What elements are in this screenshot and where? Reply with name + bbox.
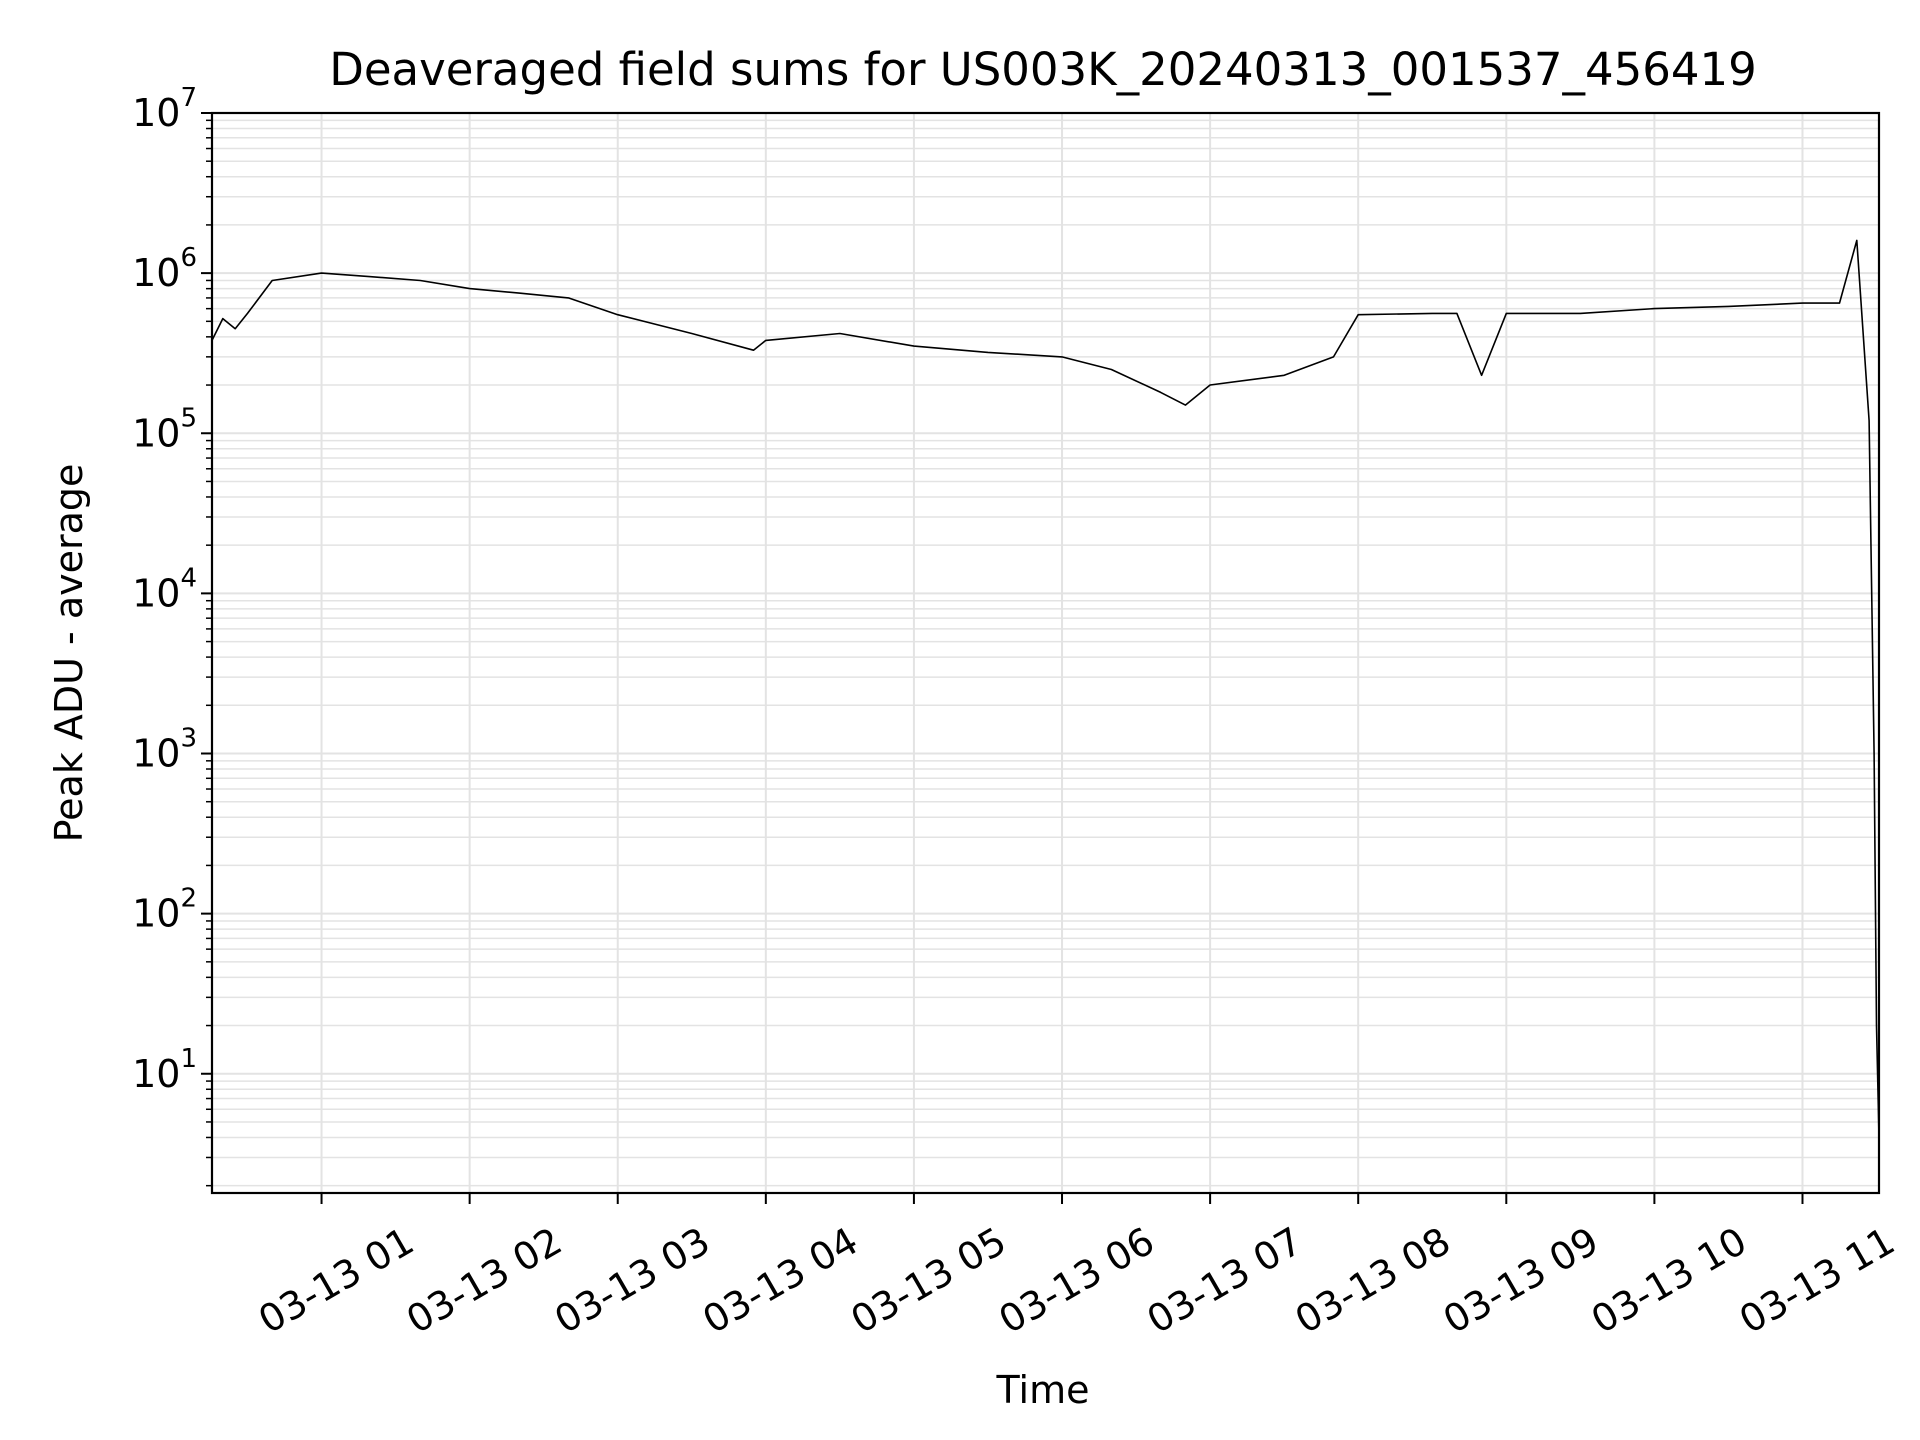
y-tick-label: 103 bbox=[132, 724, 197, 776]
y-tick-label: 106 bbox=[132, 243, 197, 295]
y-tick-label: 104 bbox=[132, 563, 197, 615]
y-axis: 101 102 103 104 105 106 107 bbox=[132, 83, 212, 1187]
y-tick-label: 102 bbox=[132, 884, 197, 936]
grid bbox=[212, 113, 1879, 1193]
y-tick-label: 101 bbox=[132, 1044, 197, 1096]
x-axis-label: Time bbox=[996, 1368, 1090, 1412]
y-axis-label: Peak ADU - average bbox=[47, 464, 91, 843]
plot-frame bbox=[210, 111, 1881, 1195]
series-layer bbox=[211, 239, 1880, 1138]
y-tick-label: 105 bbox=[132, 403, 197, 455]
y-tick-label: 107 bbox=[132, 83, 197, 135]
chart-title: Deaveraged field sums for US003K_2024031… bbox=[329, 43, 1757, 96]
series-line-1 bbox=[211, 239, 1880, 1138]
